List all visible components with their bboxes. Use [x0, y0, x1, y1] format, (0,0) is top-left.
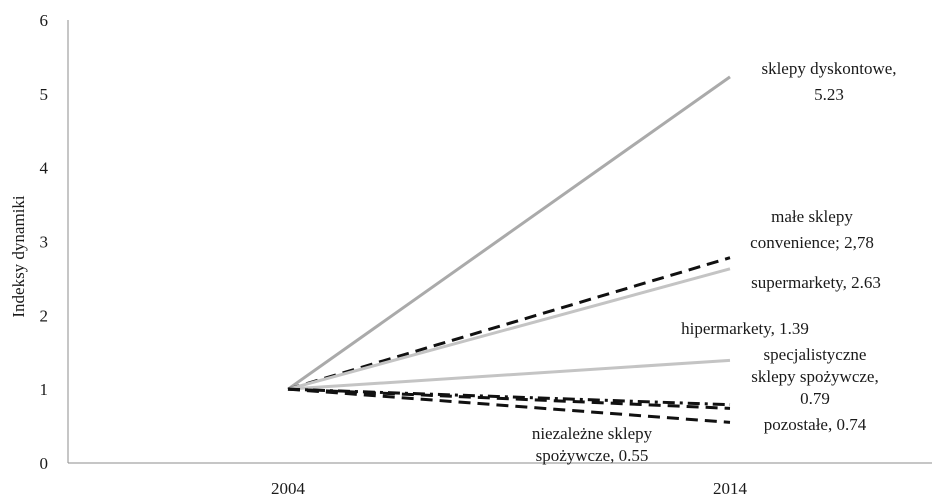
- data-label-line: supermarkety, 2.63: [751, 273, 881, 292]
- data-label-line: 5.23: [814, 85, 844, 104]
- data-label-line: sklepy dyskontowe,: [761, 59, 896, 78]
- chart-data-labels: sklepy dyskontowe, 5.23 małe sklepy conveni…: [532, 59, 897, 465]
- data-label-line: convenience; 2,78: [750, 233, 874, 252]
- series-line: [287, 75, 731, 391]
- data-label: małe sklepy convenience; 2,78: [750, 207, 874, 252]
- chart-series: [287, 75, 731, 424]
- data-label-line: hipermarkety, 1.39: [681, 319, 809, 338]
- series-line: [287, 358, 731, 391]
- series-line: [287, 387, 731, 410]
- y-axis-title: Indeksy dynamiki: [9, 195, 28, 318]
- data-label: hipermarkety, 1.39: [681, 319, 809, 338]
- y-tick-label: 4: [40, 159, 49, 178]
- data-label-line: pozostałe, 0.74: [764, 415, 867, 434]
- y-tick-label: 1: [40, 380, 49, 399]
- y-tick-label: 5: [40, 85, 49, 104]
- y-tick-label: 0: [40, 454, 49, 473]
- data-label-line: spożywcze, 0.55: [536, 446, 649, 465]
- y-tick-label: 6: [40, 11, 49, 30]
- data-label: niezależne sklepy spożywcze, 0.55: [532, 424, 653, 465]
- data-label: pozostałe, 0.74: [764, 415, 867, 434]
- data-label: supermarkety, 2.63: [751, 273, 881, 292]
- chart-axes: 0 1 2 3 4 5 6 2004 2014 Indeksy dynamiki: [9, 11, 932, 496]
- data-label: sklepy dyskontowe, 5.23: [761, 59, 896, 104]
- data-label: specjalistyczne sklepy spożywcze, 0.79: [751, 345, 878, 408]
- data-label-line: niezależne sklepy: [532, 424, 653, 443]
- series-line: [287, 267, 731, 391]
- x-tick-label: 2014: [713, 479, 748, 496]
- data-label-line: małe sklepy: [771, 207, 853, 226]
- y-tick-label: 3: [40, 233, 49, 252]
- series-line: [287, 256, 731, 391]
- y-tick-label: 2: [40, 306, 49, 325]
- x-tick-label: 2004: [271, 479, 306, 496]
- data-label-line: 0.79: [800, 389, 830, 408]
- data-label-line: specjalistyczne: [764, 345, 867, 364]
- series-line: [287, 387, 731, 424]
- data-label-line: sklepy spożywcze,: [751, 367, 878, 386]
- series-line: [287, 387, 731, 407]
